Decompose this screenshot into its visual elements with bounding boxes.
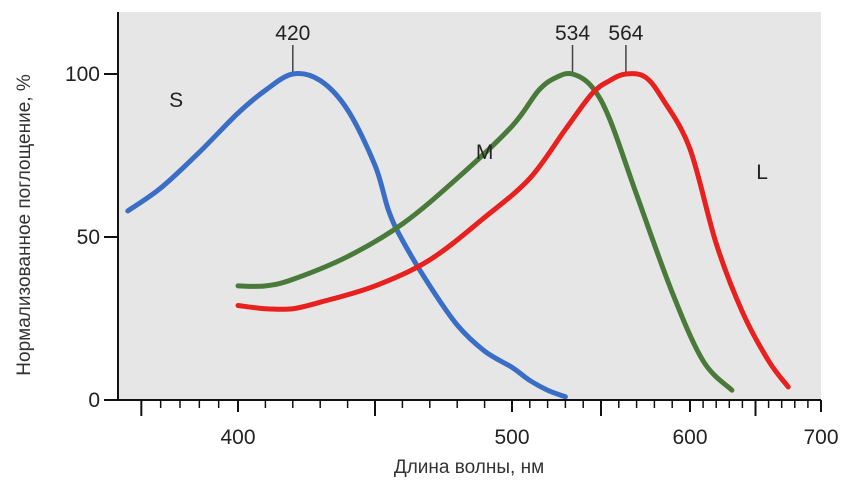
plot-area [118, 12, 821, 400]
y-tick-label: 50 [77, 226, 100, 249]
x-tick-label: 500 [494, 426, 529, 449]
series-line-m [235, 70, 735, 393]
peak-label-m: 534 [555, 22, 590, 45]
series-label-s: S [169, 89, 183, 112]
x-tick-label: 700 [803, 426, 838, 449]
series-label-l: L [756, 161, 768, 184]
y-tick-label: 100 [65, 63, 100, 86]
y-axis-label: Нормализованное поглощение, % [14, 74, 35, 376]
x-axis-label: Длина волны, нм [394, 457, 544, 478]
peak-label-l: 564 [608, 22, 643, 45]
series-label-m: M [476, 141, 494, 164]
y-tick-label: 0 [88, 389, 100, 412]
peak-label-s: 420 [275, 22, 310, 45]
series-line-s [125, 70, 568, 400]
x-tick-label: 600 [672, 426, 707, 449]
x-tick-label: 400 [220, 426, 255, 449]
series-line-l [235, 71, 791, 390]
